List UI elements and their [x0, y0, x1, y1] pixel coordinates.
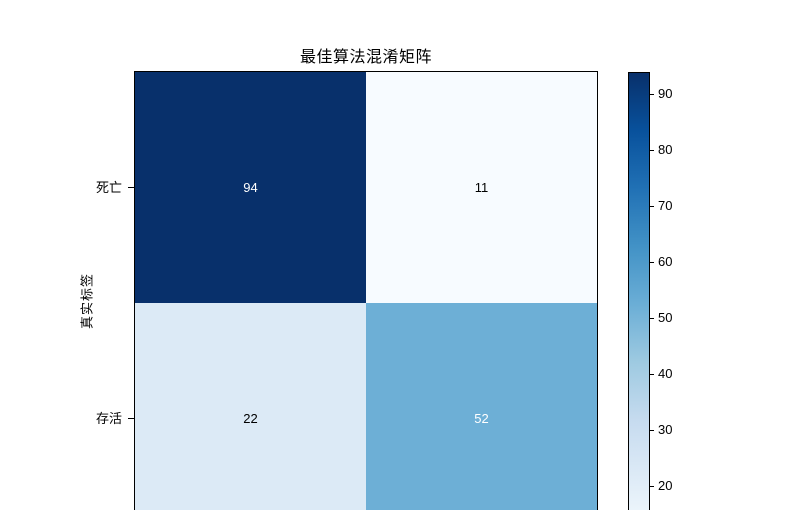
cell-value: 94 — [243, 180, 258, 195]
colorbar-tick-label: 30 — [658, 422, 673, 437]
y-tick-mark — [128, 187, 134, 188]
heatmap-cell-r1c1: 52 — [366, 303, 597, 510]
colorbar-tick-mark — [650, 318, 654, 319]
cell-value: 11 — [474, 180, 489, 195]
colorbar-tick-label: 40 — [658, 366, 673, 381]
colorbar-tick-label: 70 — [658, 198, 673, 213]
colorbar-tick-label: 80 — [658, 142, 673, 157]
cell-value: 52 — [474, 411, 489, 426]
colorbar-tick-label: 90 — [658, 86, 673, 101]
colorbar-tick-mark — [650, 486, 654, 487]
y-tick-mark — [128, 418, 134, 419]
colorbar-tick-mark — [650, 94, 654, 95]
y-axis-label: 真实标签 — [79, 272, 95, 330]
colorbar-tick-label: 50 — [658, 310, 673, 325]
colorbar-gradient — [628, 72, 650, 510]
chart-title: 最佳算法混淆矩阵 — [299, 49, 432, 66]
colorbar-tick-mark — [650, 430, 654, 431]
colorbar-tick-mark — [650, 150, 654, 151]
y-tick-label-death: 死亡 — [95, 180, 122, 195]
cell-value: 22 — [243, 411, 258, 426]
heatmap-cell-r1c0: 22 — [135, 303, 366, 510]
colorbar-tick-label: 60 — [658, 254, 673, 269]
heatmap-cell-r0c0: 94 — [135, 72, 366, 303]
heatmap-plot: 94 11 22 52 — [135, 72, 597, 510]
colorbar-tick-mark — [650, 262, 654, 263]
axis-spine-top — [134, 71, 598, 72]
axis-spine-left — [134, 71, 135, 510]
y-tick-label-survival: 存活 — [95, 411, 122, 426]
colorbar-tick-mark — [650, 206, 654, 207]
axis-spine-right — [597, 71, 598, 510]
heatmap-cell-r0c1: 11 — [366, 72, 597, 303]
colorbar-tick-mark — [650, 374, 654, 375]
colorbar-tick-label: 20 — [658, 478, 673, 493]
